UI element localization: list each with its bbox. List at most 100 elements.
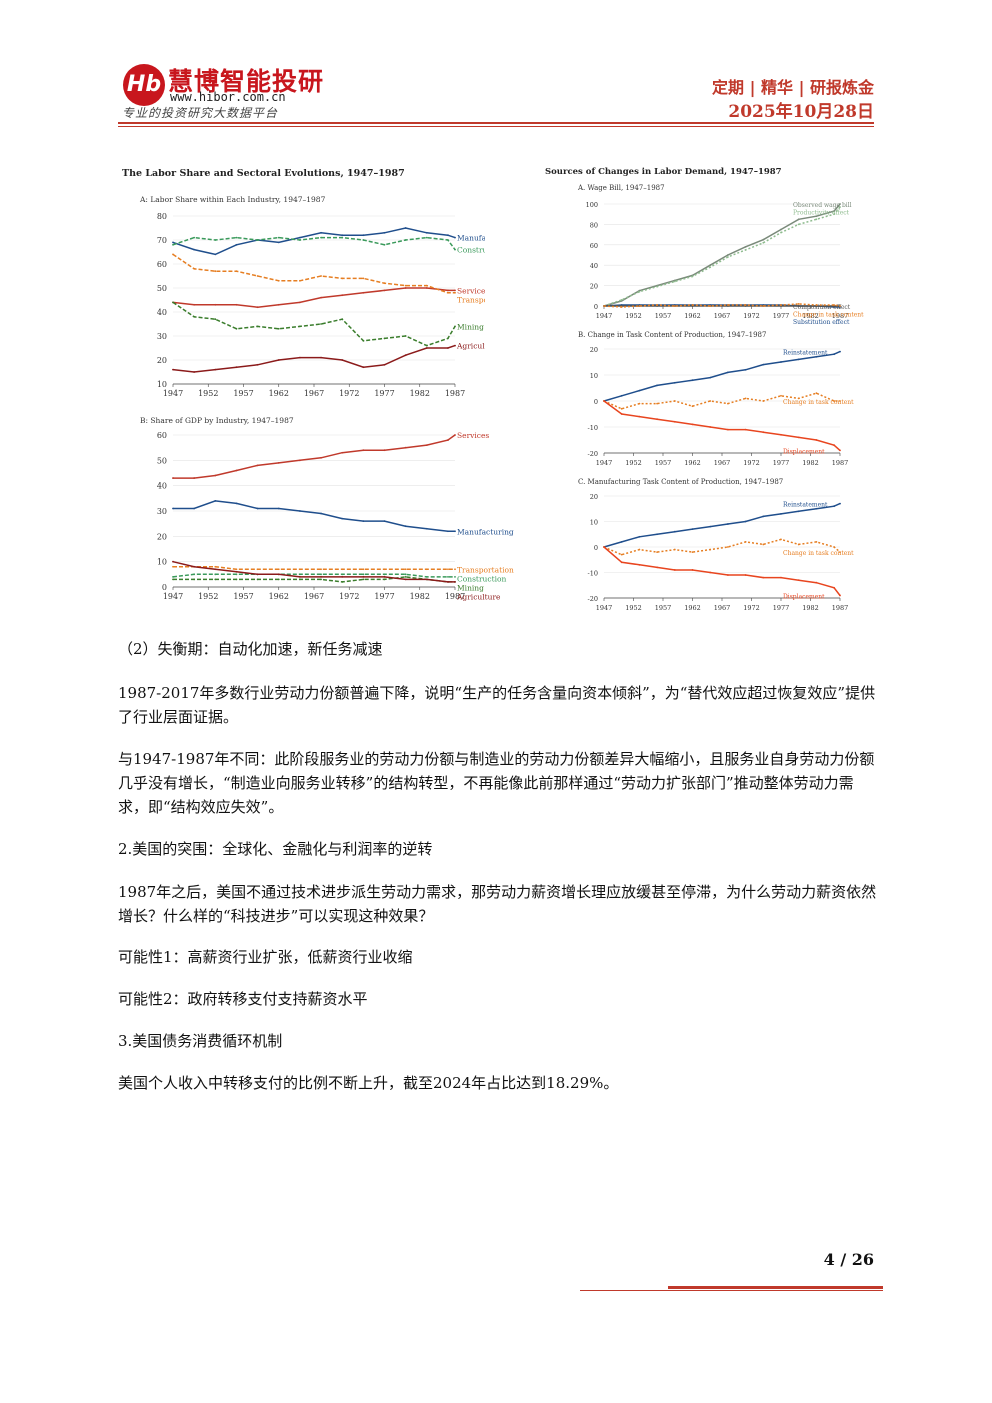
data-point: [620, 407, 623, 410]
y-tick-label: 50: [157, 456, 167, 465]
data-point: [383, 578, 386, 581]
data-point: [383, 337, 386, 340]
data-point: [673, 400, 676, 402]
data-point: [362, 575, 365, 578]
data-point: [277, 573, 280, 576]
data-point: [341, 294, 344, 297]
series-label: Composition effect: [793, 304, 851, 311]
footer-rule-thin: [580, 1290, 883, 1291]
data-point: [691, 405, 694, 408]
series-label: Services: [457, 431, 489, 440]
data-point: [815, 304, 818, 306]
data-point: [833, 213, 835, 216]
series-line: [173, 576, 455, 583]
data-point: [833, 546, 835, 548]
y-tick-label: 40: [157, 308, 167, 317]
data-point: [404, 573, 407, 576]
right-panel-a-title: A. Wage Bill, 1947–1987: [578, 184, 665, 192]
data-point: [762, 363, 765, 366]
x-tick-label: 1982: [802, 312, 819, 320]
data-point: [214, 239, 217, 241]
data-point: [727, 256, 729, 258]
data-point: [214, 499, 217, 502]
data-point: [638, 535, 641, 538]
series-label: Change in task content: [783, 399, 854, 406]
data-point: [673, 305, 676, 307]
y-tick-label: 40: [157, 482, 167, 491]
data-point: [341, 277, 344, 280]
data-point: [727, 428, 729, 431]
data-point: [815, 581, 818, 584]
data-point: [193, 315, 196, 318]
data-point: [691, 569, 694, 571]
paragraph-labor-share-decline: 1987-2017年多数行业劳动力份额普遍下降，说明“生产的任务含量向资本倾斜”…: [118, 684, 876, 726]
data-point: [447, 530, 449, 533]
data-point: [383, 243, 386, 246]
data-point: [727, 546, 729, 548]
data-point: [277, 507, 280, 510]
data-point: [256, 306, 259, 309]
data-point: [404, 227, 407, 229]
data-point: [833, 210, 835, 213]
data-point: [425, 236, 428, 239]
data-point: [277, 279, 280, 282]
series-label: Observed wage bill: [793, 202, 852, 209]
series-line: [172, 253, 455, 294]
data-point: [404, 568, 407, 571]
series-label: Reinstatement: [783, 350, 828, 357]
data-point: [235, 270, 238, 273]
data-point: [780, 512, 782, 515]
data-point: [656, 418, 658, 421]
data-point: [172, 243, 174, 246]
data-point: [780, 394, 782, 397]
data-point: [780, 433, 782, 436]
data-point: [780, 576, 782, 579]
data-point: [620, 413, 623, 415]
data-point: [341, 573, 344, 576]
data-point: [447, 234, 449, 237]
data-point: [447, 347, 449, 349]
data-point: [833, 304, 835, 306]
x-tick-label: 1977: [773, 604, 790, 612]
logo-url[interactable]: www.hibor.com.cn: [170, 90, 286, 104]
data-point: [404, 446, 407, 449]
data-point: [235, 303, 238, 306]
data-point: [638, 305, 641, 307]
data-point: [235, 469, 238, 472]
x-tick-label: 1967: [304, 592, 324, 601]
data-point: [299, 236, 301, 239]
page-number: 4 / 26: [823, 1250, 874, 1269]
x-tick-label: 1962: [684, 312, 701, 320]
data-point: [744, 245, 747, 248]
series-label: Manufacturing: [457, 527, 514, 536]
x-tick-label: 1977: [374, 389, 394, 398]
data-point: [256, 507, 259, 510]
data-point: [638, 548, 641, 551]
data-point: [235, 568, 238, 571]
y-tick-label: 0: [594, 303, 598, 311]
data-point: [341, 359, 344, 361]
data-point: [656, 402, 658, 405]
paragraph-transfer-payments: 美国个人收入中转移支付的比例不断上升，截至2024年占比达到18.29%。: [118, 1074, 619, 1092]
data-point: [673, 420, 676, 423]
data-point: [383, 520, 386, 523]
data-point: [815, 507, 818, 510]
data-point: [815, 541, 818, 543]
data-point: [656, 384, 658, 387]
data-point: [603, 305, 605, 307]
data-point: [214, 303, 217, 306]
data-point: [383, 449, 386, 452]
data-point: [797, 303, 800, 305]
data-point: [447, 575, 449, 578]
series-label: Change in task content: [793, 312, 864, 319]
data-point: [762, 305, 765, 307]
series-line: [173, 565, 455, 571]
data-point: [691, 379, 694, 382]
data-point: [833, 444, 835, 447]
data-point: [256, 464, 259, 467]
x-tick-label: 1972: [339, 389, 359, 398]
x-tick-label: 1977: [773, 312, 790, 320]
section-heading-debt-cycle: 3.美国债务消费循环机制: [118, 1032, 283, 1050]
data-point: [362, 449, 365, 452]
